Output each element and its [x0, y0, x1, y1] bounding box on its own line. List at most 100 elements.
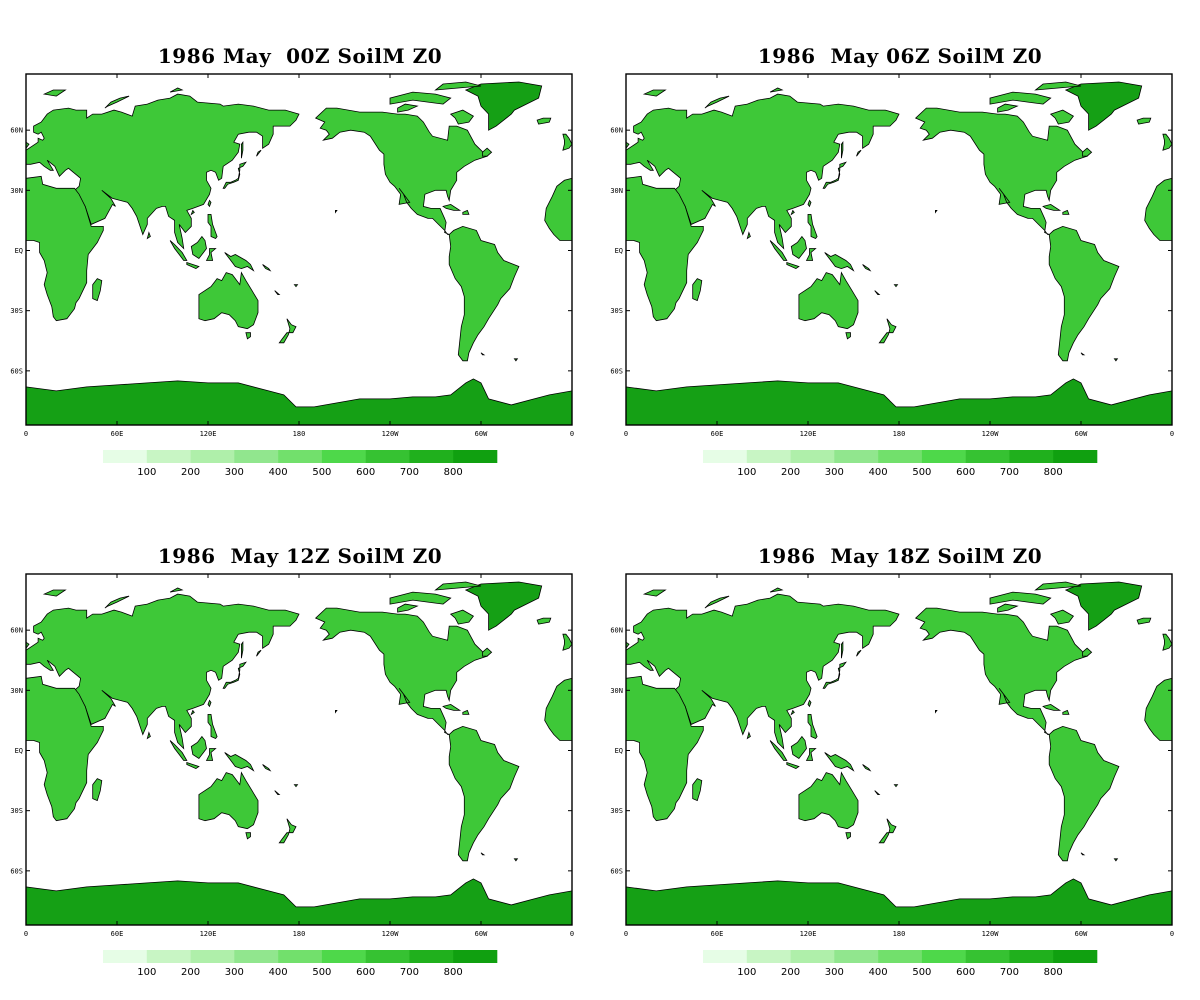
landmass-hispaniola — [1062, 209, 1070, 215]
colorbar-label: 800 — [444, 467, 463, 478]
landmass-sakhalin — [841, 141, 844, 159]
lon-label: 120E — [800, 430, 817, 438]
colorbar-swatch — [278, 450, 323, 463]
panel-06z: 1986 May 06Z SoilM Z0 60N 30N EQ 30S 60S 0 60E… — [600, 0, 1200, 500]
panel-18z: 1986 May 18Z SoilM Z0 60N 30N EQ 30S 60S 0 60E… — [600, 500, 1200, 1000]
landmass-philippines — [207, 214, 218, 239]
landmass-uk-east — [626, 641, 630, 649]
colorbar-swatch — [1053, 950, 1098, 963]
colorbar-label: 200 — [781, 467, 800, 478]
lon-label: 180 — [293, 430, 306, 438]
map-18z: 60N 30N EQ 30S 60S 0 60E 120E 180 120W 60W 0 100 200 3… — [610, 573, 1174, 978]
landmass-canadian-archipelago-1 — [989, 591, 1052, 605]
landmass-japan — [822, 161, 847, 189]
colorbar-swatch — [965, 450, 1010, 463]
landmass-britain — [1162, 633, 1172, 651]
colorbar-swatch — [1053, 450, 1098, 463]
colorbar-swatch — [790, 450, 835, 463]
lon-label: 0 — [1170, 930, 1174, 938]
colorbar-swatch — [965, 950, 1010, 963]
colorbar-swatch — [878, 450, 923, 463]
lat-label: 60N — [10, 127, 23, 135]
landmass-baffin — [1049, 109, 1074, 125]
lat-label: 30S — [10, 807, 23, 815]
colorbar-label: 800 — [1044, 467, 1063, 478]
colorbar-swatch — [834, 450, 879, 463]
lat-label: 60N — [610, 127, 623, 135]
landmass-fiji — [893, 784, 899, 788]
landmass-solomon — [262, 264, 272, 272]
landmass-new-zealand — [878, 818, 897, 844]
colorbar-swatch — [103, 950, 148, 963]
colorbar: 100 200 300 400 500 600 700 800 — [103, 950, 498, 978]
colorbar-swatch — [453, 950, 498, 963]
map-06z: 60N 30N EQ 30S 60S 0 60E 120E 180 120W 60W 0 100 200 3… — [610, 73, 1174, 478]
landmass-uk-east — [26, 641, 30, 649]
landmass-canadian-archipelago-1 — [989, 91, 1052, 105]
lat-label: 30S — [610, 807, 623, 815]
landmass-new-caledonia — [874, 290, 881, 295]
lon-label: 120E — [200, 430, 217, 438]
landmass-north-america — [914, 607, 1088, 735]
lon-label: 60W — [1075, 430, 1088, 438]
landmass-svalbard — [42, 589, 67, 597]
landmass-sakhalin — [241, 641, 244, 659]
lat-label: 60S — [610, 367, 623, 375]
landmass-cuba — [442, 703, 462, 711]
landmass-newfoundland — [482, 147, 493, 157]
landmass-borneo — [790, 235, 807, 260]
lat-label: 30N — [610, 687, 623, 695]
landmass-south-america — [1048, 725, 1120, 862]
landmass-baffin — [449, 609, 474, 625]
landmass-kamchatka-islands — [256, 149, 262, 157]
landmass-hispaniola — [462, 209, 470, 215]
landmass-africa — [26, 675, 104, 822]
lon-label: 0 — [24, 930, 28, 938]
landmass-severnaya — [769, 587, 784, 593]
map-12z: 60N 30N EQ 30S 60S 0 60E 120E 180 120W 60W 0 100 200 3… — [10, 573, 574, 978]
lat-label: 30N — [10, 187, 23, 195]
colorbar-swatch — [103, 450, 148, 463]
colorbar-label: 100 — [137, 967, 156, 978]
colorbar-label: 700 — [400, 467, 419, 478]
colorbar-label: 700 — [1000, 467, 1019, 478]
colorbar-swatch — [190, 950, 235, 963]
colorbar: 100 200 300 400 500 600 700 800 — [103, 450, 498, 478]
colorbar-swatch — [146, 450, 191, 463]
lat-label: 60N — [10, 627, 23, 635]
landmass-new-guinea — [824, 252, 855, 272]
landmass-severnaya — [169, 87, 184, 93]
landmass-hainan — [790, 709, 795, 716]
landmass-sri-lanka — [746, 231, 751, 240]
colorbar-label: 100 — [137, 467, 156, 478]
landmass-fiji — [893, 284, 899, 288]
lon-label: 0 — [624, 430, 628, 438]
landmass-eurasia — [26, 93, 300, 250]
landmass-newfoundland — [1082, 647, 1093, 657]
landmass-japan — [822, 661, 847, 689]
landmass-africa — [26, 175, 104, 322]
colorbar-swatch — [878, 950, 923, 963]
lon-label: 60W — [1075, 930, 1088, 938]
landmass-sri-lanka — [146, 731, 151, 740]
colorbar-swatch — [790, 950, 835, 963]
landmass-kamchatka-islands — [856, 649, 862, 657]
landmass-iceland — [1136, 617, 1152, 625]
colorbar-swatch — [321, 450, 366, 463]
lon-label: 0 — [570, 930, 574, 938]
landmass-solomon — [862, 764, 872, 772]
panel-title: 1986 May 06Z SoilM Z0 — [757, 44, 1043, 68]
lon-label: 0 — [570, 430, 574, 438]
landmass-sumatra — [169, 240, 188, 261]
colorbar-label: 300 — [225, 967, 244, 978]
landmass-new-caledonia — [874, 790, 881, 795]
colorbar-swatch — [365, 450, 410, 463]
landmass-japan — [222, 161, 247, 189]
landmass-britain — [1162, 133, 1172, 151]
landmass-falklands — [480, 352, 486, 356]
landmass-south-georgia — [513, 858, 519, 862]
landmass-tasmania — [245, 832, 251, 840]
landmass-borneo — [190, 735, 207, 760]
colorbar-label: 200 — [781, 967, 800, 978]
colorbar-label: 600 — [356, 467, 375, 478]
